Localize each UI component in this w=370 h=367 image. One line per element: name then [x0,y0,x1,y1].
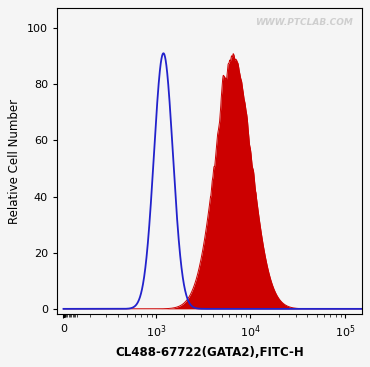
X-axis label: CL488-67722(GATA2),FITC-H: CL488-67722(GATA2),FITC-H [115,346,304,359]
Y-axis label: Relative Cell Number: Relative Cell Number [9,99,21,224]
Text: WWW.PTCLAB.COM: WWW.PTCLAB.COM [255,18,353,26]
